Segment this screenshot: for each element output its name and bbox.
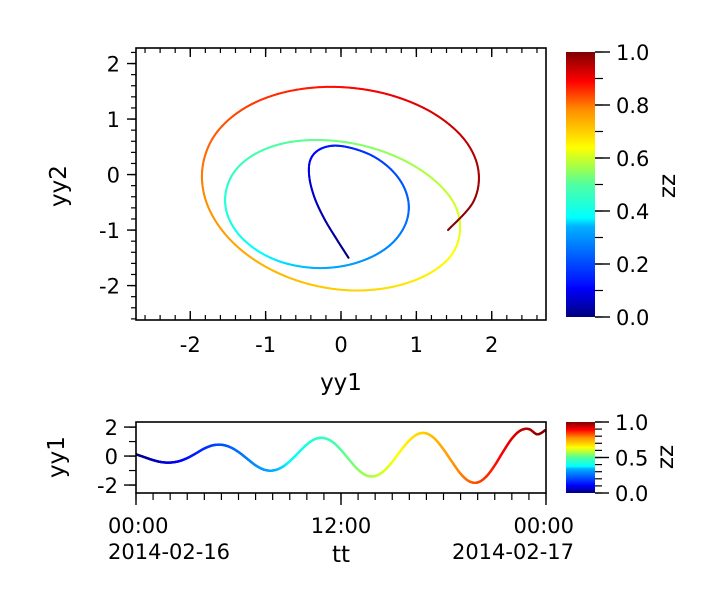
timeseries-xtick-label-date: 2014-02-17 [452, 540, 574, 564]
timeseries-colorbar-tick-label: 0.0 [615, 482, 648, 506]
timeseries-xtick-label-time: 00:00 [513, 514, 574, 538]
timeseries-yaxis-label: yy1 [44, 436, 70, 478]
phase-xtick-label: 1 [410, 333, 423, 357]
timeseries-ticks [124, 426, 547, 505]
phase-ytick-label: 2 [107, 53, 120, 77]
phase-trajectory [200, 85, 480, 292]
phase-colorbar-tick-label: 1.0 [616, 41, 649, 65]
phase-ytick-label: 0 [107, 164, 120, 188]
timeseries-xtick-label-time: 12:00 [311, 514, 372, 538]
phase-xtick-label: 0 [334, 333, 347, 357]
phase-yaxis-label: yy2 [46, 165, 72, 207]
phase-plot-ticks [127, 48, 538, 320]
phase-colorbar-ticks [595, 51, 610, 318]
phase-colorbar-tick-label: 0.8 [616, 94, 649, 118]
phase-colorbar-tick-label: 0.0 [616, 306, 649, 330]
phase-colorbar-tick-label: 0.4 [616, 200, 649, 224]
phase-colorbar-tick-label: 0.2 [616, 253, 649, 277]
timeseries-xaxis-label: tt [332, 542, 350, 568]
phase-colorbar-label: zz [655, 174, 681, 198]
timeseries-colorbar-tick-labels: 0.0 0.5 1.0 [615, 411, 648, 506]
phase-ytick-label: -2 [99, 275, 120, 299]
phase-ytick-label: -1 [99, 219, 120, 243]
timeseries-colorbar-tick-label: 0.5 [615, 447, 648, 471]
phase-colorbar-tick-labels: 0.0 0.2 0.4 0.6 0.8 1.0 [616, 41, 649, 330]
timeseries-xtick-label-date: 2014-02-16 [108, 540, 230, 564]
phase-ytick-label: 1 [107, 108, 120, 132]
phase-xaxis-label: yy1 [320, 370, 362, 396]
phase-xtick-label: -1 [255, 333, 276, 357]
timeseries-ytick-label: 2 [105, 416, 118, 440]
phase-colorbar-gradient [566, 52, 595, 317]
timeseries-ytick-label: -2 [97, 474, 118, 498]
timeseries-colorbar-tick-label: 1.0 [615, 411, 648, 435]
timeseries-colorbar-gradient [566, 422, 595, 493]
phase-colorbar: 0.0 0.2 0.4 0.6 0.8 1.0 zz [566, 41, 681, 330]
timeseries-colorbar: 0.0 0.5 1.0 zz [566, 411, 679, 506]
timeseries-colorbar-ticks [595, 421, 609, 494]
phase-plot-tick-labels: -2 -1 0 1 2 -2 -1 0 1 2 [99, 53, 498, 357]
timeseries-ytick-label: 0 [105, 445, 118, 469]
timeseries-colorbar-label: zz [653, 445, 679, 469]
phase-plot-panel: -2 -1 0 1 2 -2 -1 0 1 2 yy1 yy2 [46, 47, 547, 396]
phase-xtick-label: -2 [180, 333, 201, 357]
timeseries-xtick-label-time: 00:00 [108, 514, 169, 538]
phase-xtick-label: 2 [485, 333, 498, 357]
phase-colorbar-tick-label: 0.6 [616, 147, 649, 171]
timeseries-line [136, 427, 546, 484]
